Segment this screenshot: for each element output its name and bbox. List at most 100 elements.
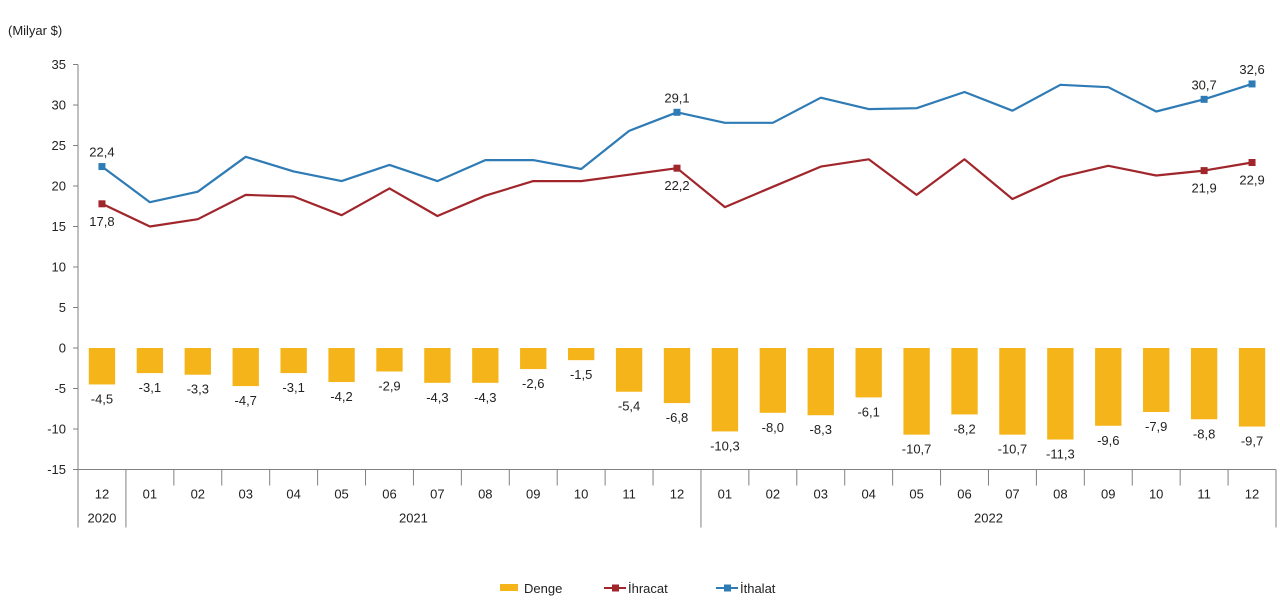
ithalat-data-label: 29,1 [664,90,689,105]
denge-bar [136,348,164,374]
y-axis-unit-label: (Milyar $) [8,23,62,38]
y-tick-label: 10 [52,260,66,275]
denge-bar [711,348,739,432]
denge-bar [615,348,643,392]
x-tick-label: 02 [191,487,205,502]
x-tick-label: 02 [766,487,780,502]
year-label: 2020 [87,511,116,526]
denge-data-label: -6,8 [666,410,688,425]
y-tick-label: 30 [52,98,66,113]
denge-bar [1095,348,1122,426]
x-tick-label: 08 [1053,487,1067,502]
denge-data-label: -4,2 [330,389,352,404]
y-axis: 35 30 25 20 15 10 5 0 -5 -10 -15 [47,57,79,477]
legend-swatch-denge [500,584,518,591]
denge-bar [663,348,691,404]
denge-data-label: -2,6 [522,376,544,391]
legend-marker [724,584,731,592]
denge-data-label: -4,3 [474,390,496,405]
denge-bar [1143,348,1170,412]
x-tick-label: 11 [622,487,636,502]
x-tick-label: 09 [1101,487,1115,502]
denge-data-label: -8,3 [810,422,832,437]
x-tick-label: 04 [286,487,300,502]
denge-data-label: -11,3 [1046,447,1075,462]
legend-label-ihracat: İhracat [628,581,668,596]
y-tick-label: 5 [59,300,66,315]
ithalat-marker [1248,80,1256,88]
ithalat-data-label: 32,6 [1239,62,1264,77]
x-tick-label: 11 [1197,487,1211,502]
legend: Denge İhracat İthalat [500,581,776,596]
ithalat-marker [1200,95,1208,103]
denge-data-label: -9,6 [1097,433,1119,448]
year-label: 2022 [974,511,1003,526]
line-series [98,80,1256,228]
denge-data-label: -4,3 [426,390,448,405]
denge-data-label: -3,3 [187,382,209,397]
denge-data-label: -8,0 [762,420,784,435]
y-tick-label: -15 [47,462,66,477]
y-tick-label: 15 [52,219,66,234]
ihracat-data-label: 22,2 [664,178,689,193]
denge-bar [280,348,307,374]
x-tick-label: 01 [718,487,732,502]
denge-data-label: -4,5 [91,391,113,406]
data-labels: -4,5 -3,1 -3,3 -4,7 -3,1 -4,2 -2,9 -4,3 -4,3 -2,6… [89,62,1264,462]
x-tick-label: 01 [143,487,157,502]
denge-bar [951,348,978,415]
denge-bar [999,348,1026,435]
x-tick-label: 05 [334,487,348,502]
denge-bar [472,348,499,383]
x-tick-label: 03 [238,487,252,502]
denge-data-label: -6,1 [857,404,879,419]
y-tick-label: 35 [52,57,66,72]
denge-data-label: -8,2 [953,421,975,436]
x-tick-label: 10 [1149,487,1163,502]
year-label: 2021 [399,511,428,526]
x-axis: 12 01 02 03 04 05 06 07 08 09 10 11 12 01 02 03 04 05 06 07… [77,469,1277,528]
x-tick-label: 12 [1245,487,1259,502]
ihracat-marker [1248,159,1256,167]
denge-bar [855,348,882,398]
denge-data-label: -9,7 [1241,434,1263,449]
x-tick-label: 06 [957,487,971,502]
ihracat-marker [673,164,681,172]
x-tick-label: 06 [382,487,396,502]
ihracat-marker [1200,167,1208,175]
y-tick-label: 25 [52,138,66,153]
x-tick-label: 05 [909,487,923,502]
x-tick-label: 07 [430,487,444,502]
denge-data-label: -2,9 [378,378,400,393]
legend-label-denge: Denge [524,581,562,596]
x-tick-label: 04 [861,487,875,502]
denge-data-label: -1,5 [570,367,592,382]
denge-data-label: -4,7 [235,393,257,408]
denge-data-label: -3,1 [139,380,161,395]
denge-bar [328,348,355,383]
denge-bar [88,348,116,385]
denge-data-label: -7,9 [1145,419,1167,434]
denge-bar [807,348,834,416]
denge-bar [184,348,211,375]
denge-bar [903,348,930,435]
ithalat-data-label: 30,7 [1191,77,1216,92]
legend-marker [612,584,619,592]
x-tick-label: 09 [526,487,540,502]
ithalat-marker [673,108,681,116]
denge-bar [424,348,451,383]
denge-data-label: -10,7 [902,442,932,457]
x-tick-label: 12 [95,487,109,502]
ihracat-data-label: 22,9 [1239,173,1264,188]
denge-bars [88,348,1266,440]
ihracat-data-label: 17,8 [89,214,114,229]
denge-bar [1238,348,1266,427]
y-tick-label: 0 [59,341,66,356]
denge-bar [1047,348,1074,440]
denge-bar [567,348,595,361]
ithalat-marker [98,163,106,171]
denge-data-label: -10,7 [998,442,1028,457]
y-tick-label: -10 [47,422,66,437]
ihracat-marker [98,200,106,208]
